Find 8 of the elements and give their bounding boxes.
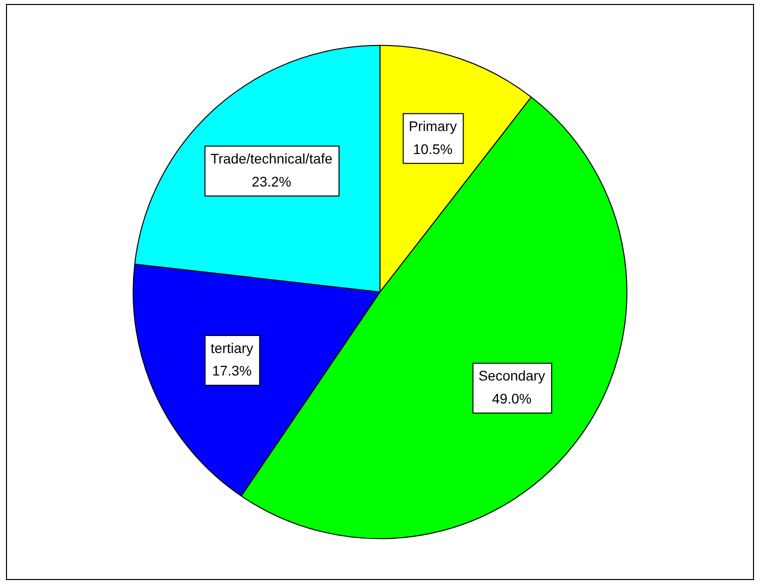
data-label: 23.2%: [252, 173, 292, 190]
slice-label: tertiary: [210, 340, 254, 356]
slice-label: Secondary: [478, 368, 546, 384]
data-label: 49.0%: [492, 390, 532, 406]
data-label: 17.3%: [212, 362, 252, 379]
slice-label: Trade/technical/tafe: [210, 150, 333, 166]
slice-label: Primary: [408, 118, 457, 134]
data-label: 10.5%: [412, 140, 453, 157]
